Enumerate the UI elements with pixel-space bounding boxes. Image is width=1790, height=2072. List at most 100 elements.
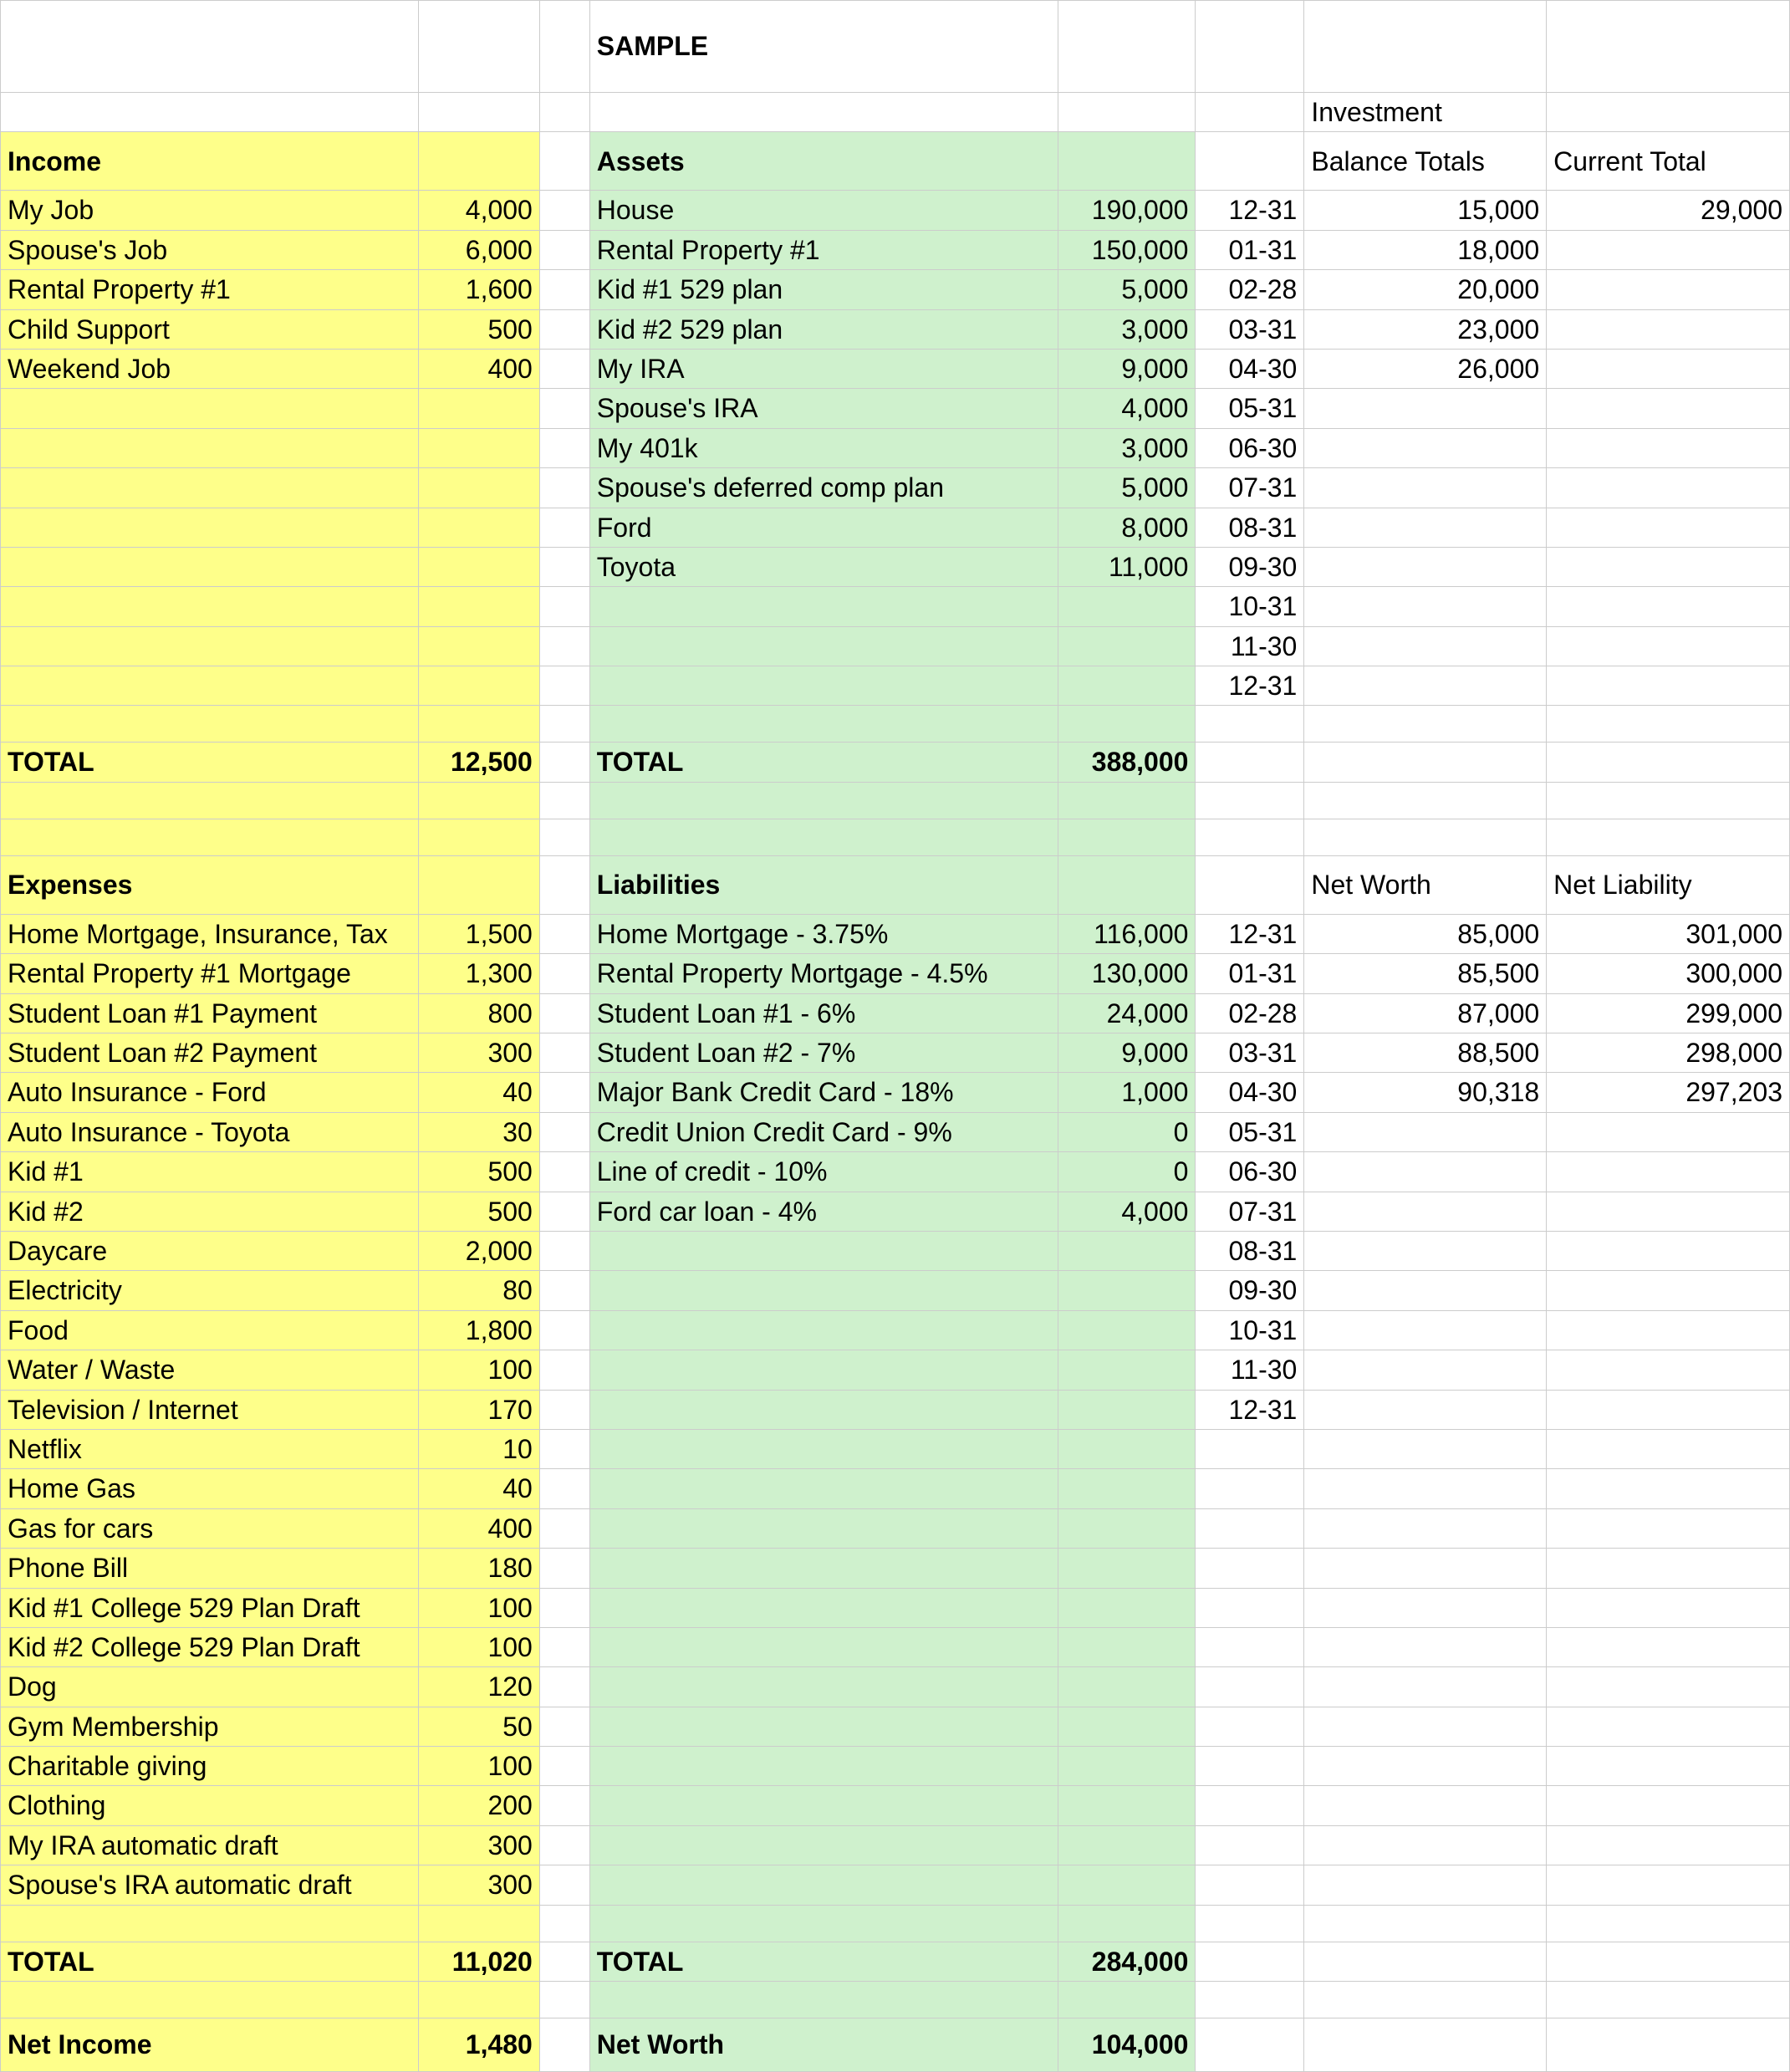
tracker-networth: 90,318 [1304, 1073, 1547, 1112]
tracker-date: 03-31 [1196, 1033, 1304, 1073]
investment-balance-header: Balance Totals [1304, 132, 1547, 191]
tracker-balance [1304, 508, 1547, 547]
tracker-current: 29,000 [1547, 191, 1790, 230]
tracker-liability: 297,203 [1547, 1073, 1790, 1112]
cell [539, 132, 589, 191]
cell [1547, 782, 1790, 819]
liability-label: Home Mortgage - 3.75% [589, 914, 1058, 953]
tracker-current [1547, 587, 1790, 626]
cell [1058, 1310, 1196, 1350]
cell [1196, 132, 1304, 191]
cell [1058, 1865, 1196, 1905]
cell [1058, 1508, 1196, 1548]
cell [1058, 1747, 1196, 1786]
cell [539, 1707, 589, 1746]
cell [1058, 1350, 1196, 1390]
tracker-date: 06-30 [1196, 428, 1304, 467]
cell [1196, 1, 1304, 93]
cell [1058, 1390, 1196, 1429]
cell [1304, 1469, 1547, 1508]
net-income-label: Net Income [1, 2018, 419, 2072]
cell [1547, 1982, 1790, 2018]
cell [1058, 1, 1196, 93]
cell [1, 782, 419, 819]
tracker-date: 12-31 [1196, 914, 1304, 953]
tracker-balance [1304, 389, 1547, 428]
cell [1547, 1588, 1790, 1627]
expense-value: 100 [418, 1747, 539, 1786]
cell [1058, 855, 1196, 914]
netliability-header: Net Liability [1547, 855, 1790, 914]
tracker-liability [1547, 1310, 1790, 1350]
asset-label: My 401k [589, 428, 1058, 467]
cell [539, 1825, 589, 1865]
tracker-liability [1547, 1112, 1790, 1151]
expense-label: Rental Property #1 Mortgage [1, 954, 419, 993]
cell [589, 1667, 1058, 1707]
cell [1, 508, 419, 547]
expense-value: 80 [418, 1271, 539, 1310]
income-value: 4,000 [418, 191, 539, 230]
cell [1058, 1231, 1196, 1270]
expense-value: 200 [418, 1786, 539, 1825]
cell [1058, 1786, 1196, 1825]
tracker-balance: 18,000 [1304, 230, 1547, 269]
asset-value: 3,000 [1058, 309, 1196, 349]
liabilities-total-value: 284,000 [1058, 1942, 1196, 1981]
cell [1304, 1627, 1547, 1666]
cell [1196, 1707, 1304, 1746]
expense-label: My IRA automatic draft [1, 1825, 419, 1865]
cell [418, 819, 539, 855]
tracker-liability [1547, 1271, 1790, 1310]
cell [1196, 1508, 1304, 1548]
cell [1, 587, 419, 626]
cell [1196, 743, 1304, 782]
cell [539, 706, 589, 743]
cell [1304, 743, 1547, 782]
tracker-date: 10-31 [1196, 587, 1304, 626]
cell [418, 1982, 539, 2018]
tracker-date: 02-28 [1196, 993, 1304, 1033]
cell [1547, 2018, 1790, 2072]
asset-label: Spouse's deferred comp plan [589, 468, 1058, 508]
tracker-date: 04-30 [1196, 349, 1304, 388]
asset-value: 4,000 [1058, 389, 1196, 428]
cell [539, 1549, 589, 1588]
cell [539, 1747, 589, 1786]
asset-value: 190,000 [1058, 191, 1196, 230]
cell [1, 93, 419, 132]
cell [1547, 743, 1790, 782]
expense-label: Auto Insurance - Toyota [1, 1112, 419, 1151]
cell [1304, 1549, 1547, 1588]
cell [589, 93, 1058, 132]
cell [539, 782, 589, 819]
expense-label: Kid #2 College 529 Plan Draft [1, 1627, 419, 1666]
cell [539, 1390, 589, 1429]
tracker-date: 01-31 [1196, 954, 1304, 993]
expense-value: 40 [418, 1073, 539, 1112]
asset-label: Rental Property #1 [589, 230, 1058, 269]
cell [418, 855, 539, 914]
expense-value: 300 [418, 1865, 539, 1905]
cell [1196, 1825, 1304, 1865]
cell [1304, 1825, 1547, 1865]
tracker-liability [1547, 1152, 1790, 1192]
cell [1058, 1588, 1196, 1627]
liability-value: 0 [1058, 1112, 1196, 1151]
cell [1058, 626, 1196, 666]
cell [589, 1865, 1058, 1905]
cell [418, 93, 539, 132]
expense-value: 30 [418, 1112, 539, 1151]
cell [418, 1905, 539, 1942]
cell [539, 743, 589, 782]
cell [1, 547, 419, 586]
tracker-liability [1547, 1231, 1790, 1270]
tracker-date: 05-31 [1196, 389, 1304, 428]
tracker-date: 08-31 [1196, 508, 1304, 547]
cell [1058, 1469, 1196, 1508]
tracker-liability: 298,000 [1547, 1033, 1790, 1073]
cell [418, 428, 539, 467]
cell [1547, 1469, 1790, 1508]
cell [1304, 1942, 1547, 1981]
cell [1196, 706, 1304, 743]
